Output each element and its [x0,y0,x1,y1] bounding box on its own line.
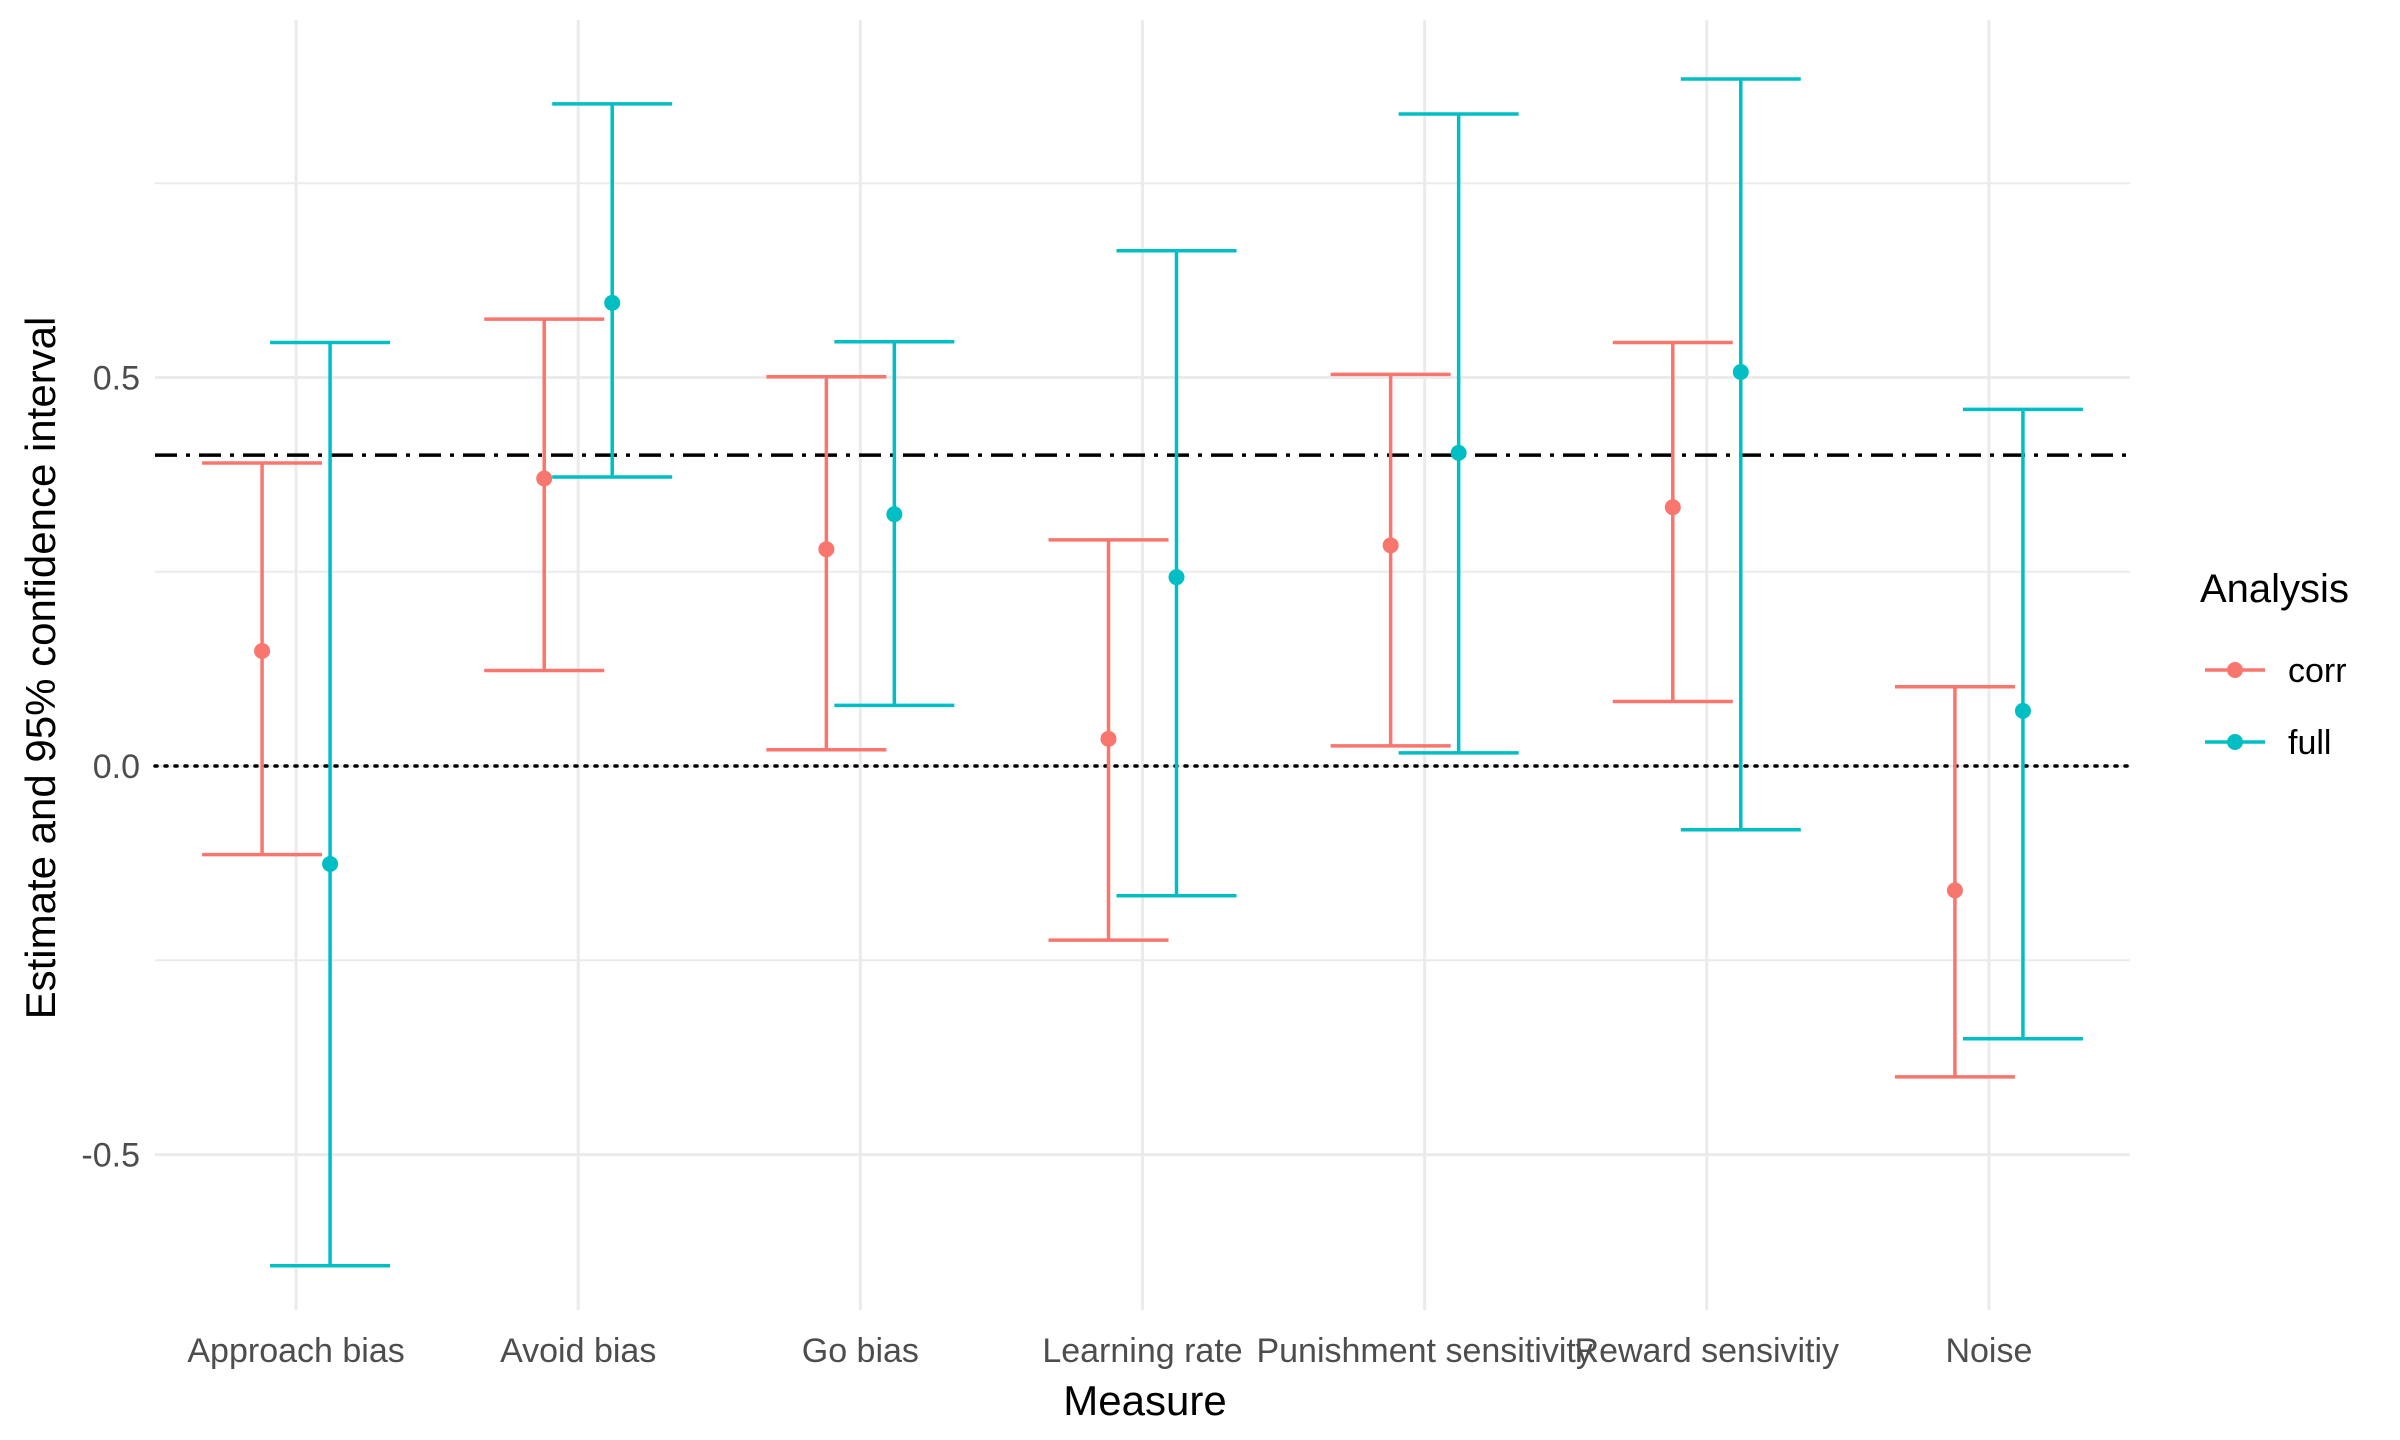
estimate-point-full [886,506,903,523]
estimate-point-full [1168,569,1185,586]
x-tick-label: Approach bias [187,1332,404,1370]
x-tick-label: Noise [1945,1332,2032,1370]
x-tick-label: Avoid bias [500,1332,656,1370]
estimate-point-corr [818,541,835,558]
estimate-point-corr [1946,882,1963,899]
legend-label: full [2288,724,2331,762]
x-tick-label: Reward sensivitiy [1575,1332,1840,1370]
legend-key-point [2227,662,2243,678]
estimate-point-full [322,855,339,872]
legend-title: Analysis [2200,567,2349,611]
y-tick-label: -0.5 [81,1137,140,1175]
legend-label: corr [2288,652,2347,690]
y-tick-label: 0.0 [93,748,140,786]
estimate-point-corr [1100,730,1117,747]
x-axis-title: Measure [1063,1377,1226,1424]
major-gridlines [155,20,2130,1310]
estimate-point-full [1450,444,1467,461]
y-axis-ticks: -0.5 0.0 0.5 [81,359,140,1174]
legend-item-full: full [2205,724,2331,762]
x-tick-label: Go bias [802,1332,919,1370]
series-full [270,77,2083,1268]
estimate-point-full [604,294,621,311]
estimate-point-corr [1382,537,1399,554]
legend-item-corr: corr [2205,652,2347,690]
estimate-point-corr [254,643,271,660]
y-axis-title: Estimate and 95% confidence interval [17,317,64,1020]
x-axis-ticks: Approach bias Avoid bias Go bias Learning r… [187,1332,2032,1370]
series-corr [202,317,2015,1079]
legend-items: corr full [2205,652,2347,762]
estimate-point-corr [1664,499,1681,516]
x-tick-label: Punishment sensitivity [1256,1332,1592,1370]
y-tick-label: 0.5 [93,359,140,397]
legend-key-point [2227,734,2243,750]
estimate-point-full [1732,364,1749,381]
estimate-point-full [2014,702,2031,719]
legend: Analysis corr full [2200,567,2349,762]
error-bars [202,77,2083,1268]
estimate-point-corr [536,470,553,487]
x-tick-label: Learning rate [1042,1332,1242,1370]
reference-lines [153,453,2132,768]
